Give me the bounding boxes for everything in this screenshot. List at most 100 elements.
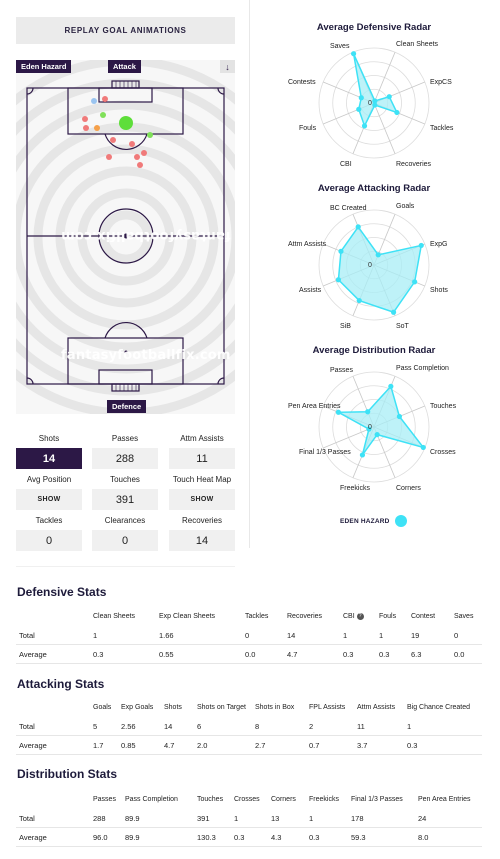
radar-axis bbox=[373, 102, 396, 154]
help-icon[interactable]: ? bbox=[356, 612, 364, 620]
column-header: Attm Assists bbox=[357, 703, 396, 711]
stat-clearances: Clearances 0 bbox=[92, 516, 158, 551]
stat-value: 391 bbox=[92, 489, 158, 510]
pitch-graphic bbox=[16, 60, 235, 414]
column-header: Saves bbox=[454, 612, 474, 620]
stat-value: 0 bbox=[16, 530, 82, 551]
table-cell: 0.3 bbox=[93, 649, 104, 659]
table-cell: 0.3 bbox=[343, 649, 354, 659]
shot-marker bbox=[82, 116, 88, 122]
table-cell: 11 bbox=[357, 721, 365, 731]
radar-axis-label: Assists bbox=[299, 287, 322, 294]
stat-label: Clearances bbox=[104, 516, 146, 525]
table-header-row: Clean Sheets Exp Clean Sheets Tackles Recov… bbox=[16, 606, 482, 626]
table-row: Average 96.0 89.9 130.3 0.3 4.3 0.3 59.3 8.0 bbox=[16, 827, 482, 847]
shot-marker bbox=[119, 116, 133, 130]
watermark-text: fantasyfootballfix.com bbox=[61, 348, 231, 363]
table-cell: 89.9 bbox=[125, 813, 140, 823]
stat-label: Touches bbox=[110, 475, 140, 484]
column-header: Exp Goals bbox=[121, 703, 154, 711]
column-header: Fouls bbox=[379, 612, 397, 620]
radar-point bbox=[374, 432, 380, 438]
column-header: Shots in Box bbox=[255, 703, 295, 711]
table-cell: Total bbox=[19, 630, 35, 640]
table-cell: 14 bbox=[287, 630, 296, 640]
table-cell: 130.3 bbox=[197, 832, 216, 842]
stat-shots: Shots 14 bbox=[16, 434, 82, 469]
table-cell: Total bbox=[19, 813, 35, 823]
radar-point bbox=[412, 279, 418, 285]
radar-axis-label: Shots bbox=[430, 287, 448, 294]
column-header: Crosses bbox=[234, 795, 260, 803]
show-button[interactable]: SHOW bbox=[169, 489, 235, 510]
radar-chart: 0 bbox=[318, 47, 430, 159]
radar-point bbox=[394, 109, 400, 116]
radar-point bbox=[355, 224, 361, 230]
radar-point bbox=[365, 409, 371, 415]
column-header: Touches bbox=[197, 795, 224, 803]
radar-series-area bbox=[335, 384, 426, 456]
column-header: Recoveries bbox=[287, 612, 323, 620]
column-header: Final 1/3 Passes bbox=[351, 795, 403, 803]
radar-ring bbox=[318, 209, 430, 321]
radar-axis-label: ExpG bbox=[430, 241, 448, 248]
shot-marker bbox=[102, 96, 108, 102]
radar-axis-label: Fouls bbox=[299, 125, 317, 132]
attacking-stats-title: Attacking Stats bbox=[17, 677, 105, 691]
table-cell: 4.7 bbox=[164, 740, 175, 750]
table-header-row: Goals Exp Goals Shots Shots on Target Shots … bbox=[16, 697, 482, 717]
stat-recoveries: Recoveries 14 bbox=[169, 516, 235, 551]
legend-swatch bbox=[394, 515, 407, 527]
radar-center-label: 0 bbox=[368, 100, 372, 107]
table-row: Total 5 2.56 14 6 8 2 11 1 bbox=[16, 716, 482, 736]
table-cell: 8 bbox=[255, 721, 260, 731]
stat-touch-heat-map[interactable]: Touch Heat Map SHOW bbox=[169, 475, 235, 510]
defence-label: Defence bbox=[107, 400, 147, 413]
table-cell: 0.0 bbox=[454, 649, 465, 659]
shot-marker bbox=[134, 154, 140, 160]
radar-axis bbox=[323, 426, 375, 449]
table-cell: 24 bbox=[418, 813, 427, 823]
arrow-down-icon[interactable]: ↓ bbox=[220, 60, 235, 73]
column-header: Pass Completion bbox=[125, 795, 178, 803]
table-cell: 288 bbox=[93, 813, 106, 823]
radar-point bbox=[338, 248, 344, 254]
radar-axis-label: Saves bbox=[330, 43, 350, 50]
radar-axis-label: Touches bbox=[430, 403, 457, 410]
show-button[interactable]: SHOW bbox=[16, 489, 82, 510]
column-header: Pen Area Entries bbox=[418, 795, 471, 803]
radar-point bbox=[420, 444, 426, 451]
attack-label: Attack bbox=[108, 60, 141, 73]
stat-passes: Passes 288 bbox=[92, 434, 158, 469]
column-header: CBI? bbox=[343, 606, 364, 626]
radar-point bbox=[359, 452, 366, 458]
stat-avg-position[interactable]: Avg Position SHOW bbox=[16, 475, 82, 510]
table-row: Average 0.3 0.55 0.0 4.7 0.3 0.3 6.3 0.0 bbox=[16, 644, 482, 664]
table-cell: 3.7 bbox=[357, 740, 368, 750]
radar-axis-label: Passes bbox=[330, 367, 353, 374]
radar-axis-label: SoT bbox=[396, 323, 409, 330]
radar-point bbox=[335, 277, 342, 283]
table-cell: 1 bbox=[234, 813, 239, 823]
radar-ring bbox=[332, 385, 416, 469]
table-cell: 0.55 bbox=[159, 649, 174, 659]
stat-label: Attm Assists bbox=[180, 434, 224, 443]
stat-value: 288 bbox=[92, 448, 158, 469]
column-header: FPL Assists bbox=[309, 703, 346, 711]
table-cell: 2.0 bbox=[197, 740, 208, 750]
column-divider bbox=[249, 0, 250, 548]
radar-title: Average Defensive Radar bbox=[316, 22, 432, 33]
radar-point bbox=[390, 309, 397, 315]
shot-marker bbox=[147, 132, 153, 138]
table-cell: 1 bbox=[407, 721, 412, 731]
replay-goal-animations-button[interactable]: REPLAY GOAL ANIMATIONS bbox=[16, 17, 235, 44]
radar-ring bbox=[318, 47, 430, 159]
column-header: Shots bbox=[164, 703, 182, 711]
column-header: Corners bbox=[271, 795, 296, 803]
radar-point bbox=[356, 106, 362, 112]
table-cell: Total bbox=[19, 721, 35, 731]
column-header: Goals bbox=[93, 703, 112, 711]
radar-point bbox=[372, 102, 378, 108]
column-header: Freekicks bbox=[309, 795, 339, 803]
radar-title: Average Attacking Radar bbox=[317, 183, 431, 194]
